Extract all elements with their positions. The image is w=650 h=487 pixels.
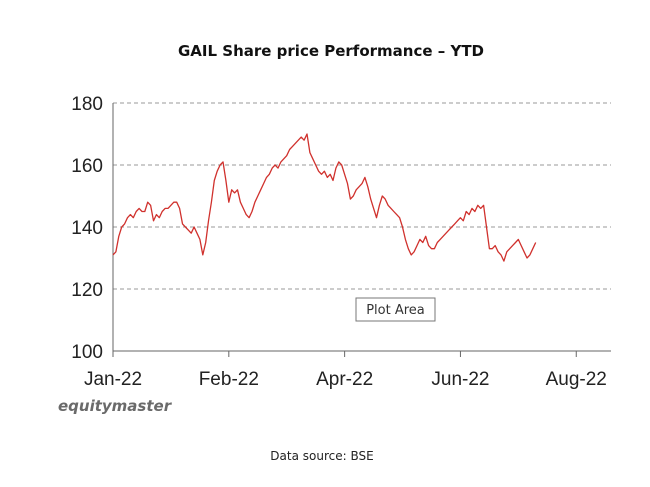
data-source: Data source: BSE [270,449,373,463]
y-tick-label-120: 120 [71,280,103,301]
x-tick-label-Aug-22: Aug-22 [546,369,607,390]
x-tick-label-Jan-22: Jan-22 [84,369,142,390]
grid [113,102,611,290]
brand-logo: equitymaster [58,397,173,415]
x-tick-label-Apr-22: Apr-22 [316,369,373,390]
x-tick-label-Jun-22: Jun-22 [431,369,489,390]
y-tick-label-140: 140 [71,218,103,239]
y-tick-label-160: 160 [71,156,103,177]
y-axis-ticks: 100 120 140 160 180 [71,94,103,363]
chart-title: GAIL Share price Performance – YTD [178,42,484,60]
x-axis-ticks: Jan-22 Feb-22 Apr-22 Jun-22 Aug-22 [84,351,607,390]
plot-area-tooltip: Plot Area [355,297,436,322]
y-tick-label-180: 180 [71,94,103,115]
y-tick-label-100: 100 [71,342,103,363]
tooltip-label: Plot Area [366,303,425,318]
x-tick-label-Feb-22: Feb-22 [199,369,259,390]
series-group [112,133,537,262]
series-line-GAIL [112,133,537,262]
axes [112,103,611,352]
tooltip-box [355,297,436,322]
